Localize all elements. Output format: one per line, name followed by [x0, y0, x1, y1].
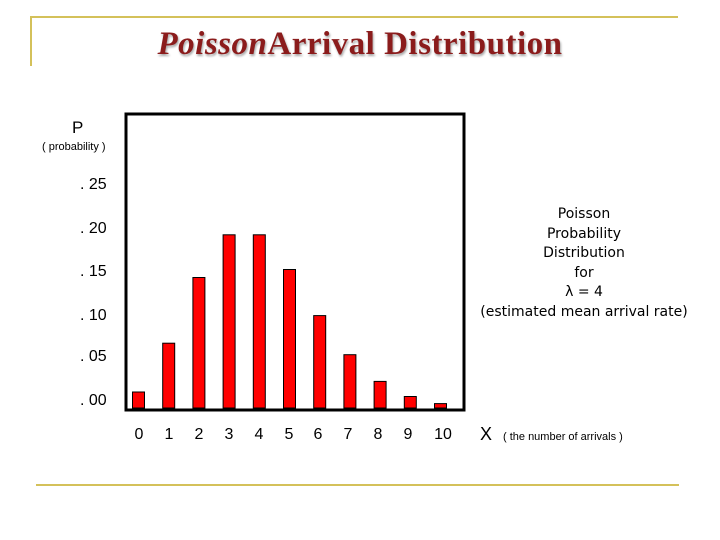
bar-10 — [434, 403, 447, 409]
x-tick-label: 9 — [403, 426, 413, 443]
x-tick-label: 1 — [164, 426, 174, 443]
x-tick-label: 10 — [434, 426, 452, 443]
bar-0 — [132, 391, 145, 409]
frame-bottom-rule — [36, 484, 679, 486]
chart-title-word1: Poisson — [157, 26, 268, 62]
x-tick-label: 7 — [343, 426, 353, 443]
frame-top-rule — [30, 16, 678, 18]
note-line: Distribution — [543, 245, 625, 262]
bar-4 — [252, 234, 266, 409]
bar-9 — [403, 396, 417, 409]
bar-8 — [373, 380, 387, 409]
bar-6 — [313, 315, 327, 409]
chart-title: PoissonArrival Distribution — [0, 26, 720, 63]
bar-1 — [162, 342, 176, 409]
x-axis-label: X — [480, 424, 493, 444]
bar-5 — [283, 269, 296, 409]
x-tick-label: 0 — [134, 426, 144, 443]
y-tick-label: . 00 — [80, 392, 107, 409]
y-tick-label: . 10 — [80, 307, 107, 324]
y-tick-label: . 15 — [80, 263, 107, 280]
y-tick-label: . 05 — [80, 348, 107, 365]
plot-frame — [124, 112, 466, 412]
frame-left-rule — [30, 16, 32, 66]
note-line: Poisson — [557, 206, 611, 222]
chart-title-rest: Arrival Distribution — [267, 26, 563, 62]
distribution-note: Poisson Probability Distribution for λ =… — [470, 205, 698, 323]
bar-7 — [343, 354, 357, 409]
note-line: Probability — [546, 225, 621, 242]
bar-2 — [192, 277, 206, 409]
x-axis-sublabel: ( the number of arrivals ) — [503, 431, 623, 443]
x-tick-label: 4 — [254, 426, 264, 443]
x-tick-label: 5 — [284, 426, 294, 443]
y-tick-label: . 20 — [80, 220, 107, 237]
x-tick-label: 2 — [194, 426, 204, 443]
y-tick-label: . 25 — [80, 176, 107, 193]
bar-group — [132, 234, 447, 409]
x-tick-label: 8 — [373, 426, 383, 443]
note-line: (estimated mean arrival rate) — [480, 303, 688, 320]
y-axis-label: P — [72, 118, 84, 137]
bar-3 — [222, 234, 236, 409]
note-line: λ = 4 — [565, 284, 603, 301]
note-line: for — [574, 264, 594, 281]
x-tick-label: 3 — [224, 426, 234, 443]
y-axis-sublabel: ( probability ) — [42, 141, 106, 153]
x-tick-label: 6 — [313, 426, 323, 443]
